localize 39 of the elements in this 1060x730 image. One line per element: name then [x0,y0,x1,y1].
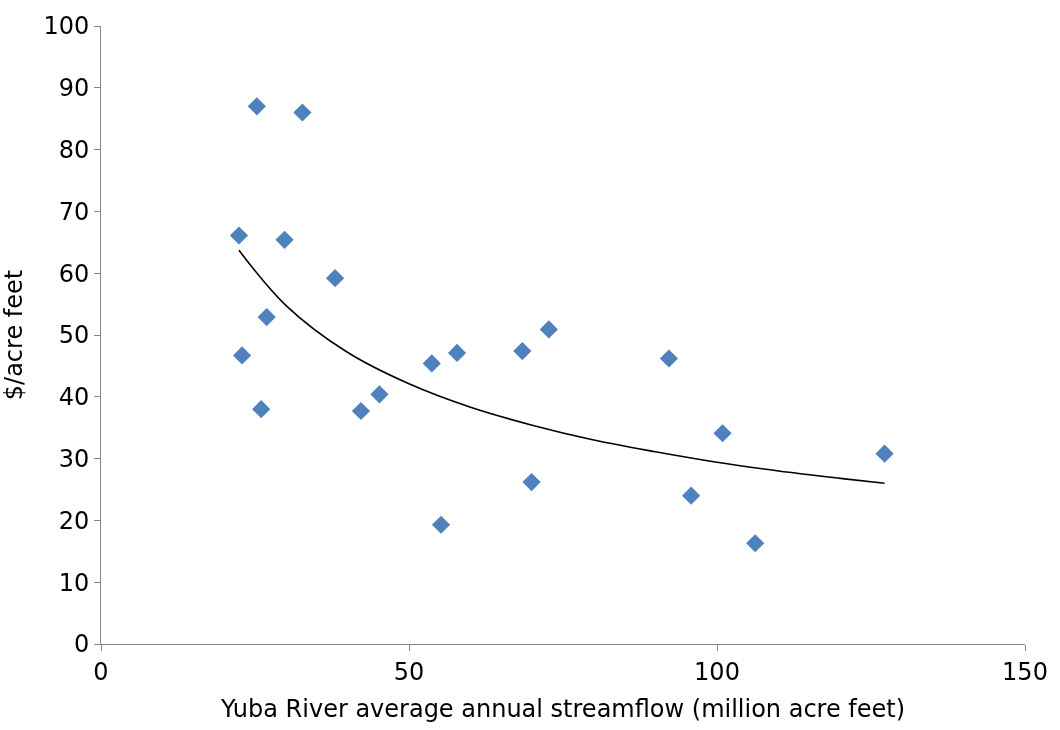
point [746,534,765,553]
y-tick-label: 10 [58,568,90,597]
point [422,354,441,373]
point [431,515,451,534]
y-tick-label: 80 [58,136,90,164]
point [447,343,467,363]
y-tick-label: 50 [58,321,90,350]
y-tick-label: 30 [58,445,90,473]
y-tick-label: 20 [58,506,90,535]
point [513,341,532,361]
x-tick-label: 50 [393,657,425,686]
y-axis-title: $/acre feet [0,269,28,401]
point [682,486,701,505]
y-tick-label: 70 [58,197,90,226]
point [229,226,249,245]
point [539,320,558,339]
y-tick-label: 0 [73,630,90,659]
line-series [238,249,886,485]
point [293,103,312,122]
point [232,346,252,365]
point [659,349,679,368]
y-tick-label: 40 [58,383,90,412]
point [257,307,276,327]
point [247,97,266,116]
point [351,401,371,421]
x-tick-label: 150 [1002,657,1048,686]
x-tick-label: 100 [694,657,740,686]
x-axis-title: Yuba River average annual streamflow (million acre feet) [219,695,906,724]
point [275,230,294,249]
y-tick-label: 90 [58,74,90,103]
point [713,424,732,443]
point [522,472,541,492]
y-tick-label: 60 [58,259,90,288]
point [875,444,894,463]
point [325,269,345,288]
x-tick-label: 0 [93,657,109,686]
point [252,400,271,419]
point [370,385,389,404]
y-tick-label: 100 [43,12,90,41]
